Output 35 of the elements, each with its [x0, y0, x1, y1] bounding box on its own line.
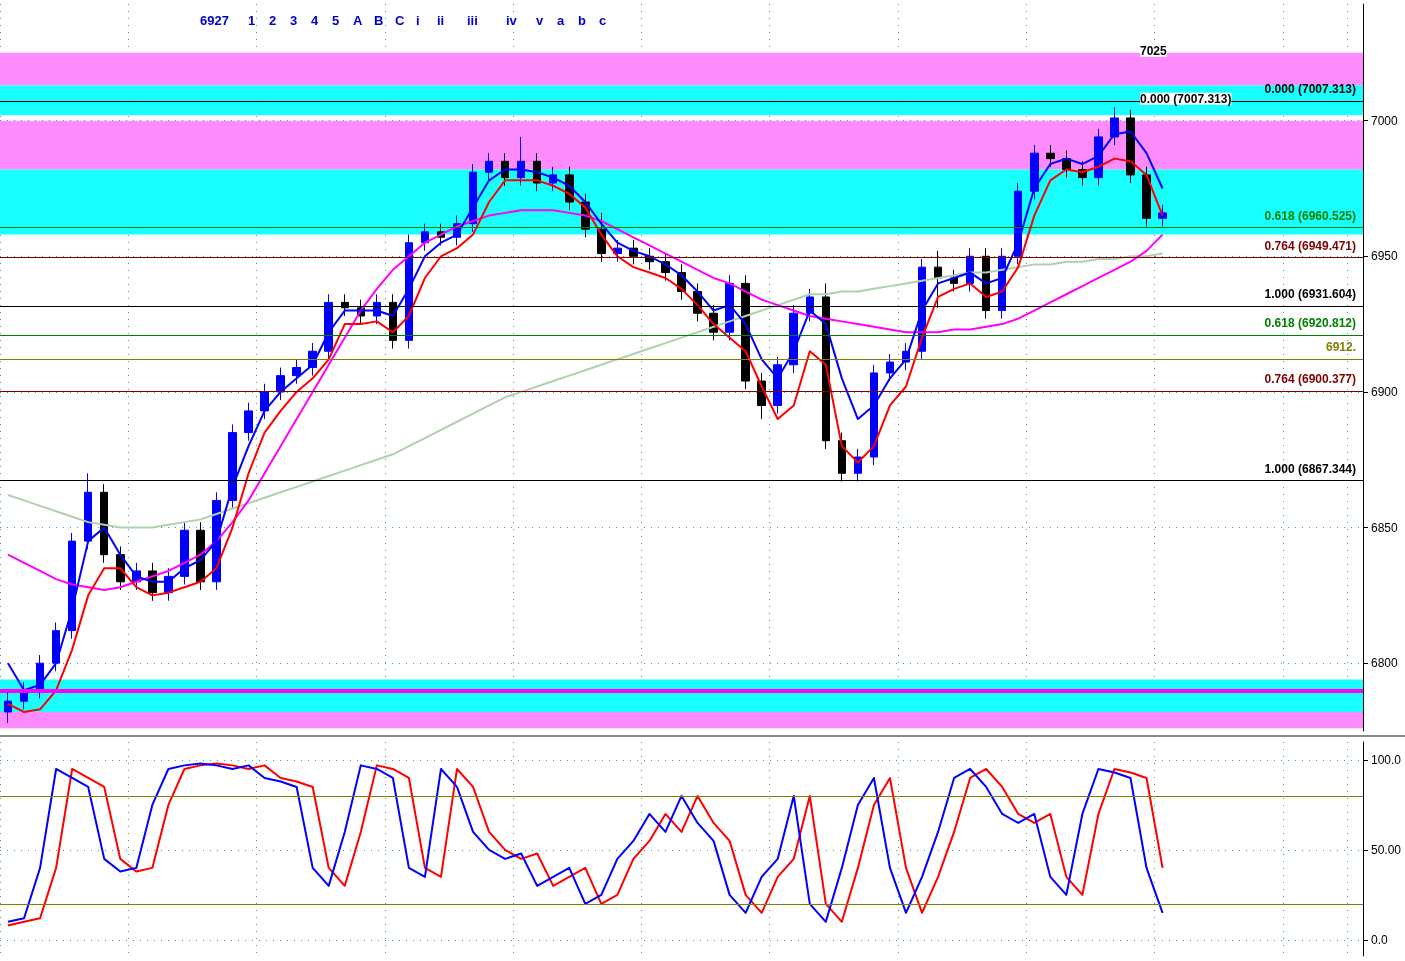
annotation: C [395, 13, 405, 28]
annotation: a [557, 13, 565, 28]
y-tick-label: 6900 [1371, 384, 1399, 399]
annotation: 2 [269, 13, 277, 28]
y-tick-label: 6800 [1371, 656, 1399, 671]
ref-line-label: 0.764 (6900.377) [1264, 371, 1356, 386]
annotation: 0.000 (7007.313) [1140, 91, 1232, 106]
ref-line-label: 6912. [1325, 340, 1356, 355]
annotation: A [353, 13, 363, 28]
annotation: c [599, 13, 607, 28]
annotation: 6927 [200, 13, 229, 28]
ref-line-label: 1.000 (6931.604) [1264, 287, 1356, 302]
ref-line-label: 0.764 (6949.471) [1264, 238, 1356, 253]
annotation: v [536, 13, 544, 28]
annotation: iii [467, 13, 478, 28]
y-tick-label: 6850 [1371, 520, 1399, 535]
ref-line-label: 1.000 (6867.344) [1264, 461, 1356, 476]
ref-line-label: 0.618 (6960.525) [1264, 208, 1356, 223]
y-tick-label: 6950 [1371, 249, 1399, 264]
annotation: B [374, 13, 384, 28]
ref-line-label: 0.618 (6920.812) [1264, 316, 1356, 331]
annotation: 1 [248, 13, 256, 28]
y-tick-label: 0.0 [1371, 932, 1389, 947]
annotation: 4 [311, 13, 319, 28]
y-tick-label: 100.0 [1371, 752, 1402, 767]
annotation: 5 [332, 13, 340, 28]
annotation: iv [506, 13, 518, 28]
annotation: ii [437, 13, 445, 28]
annotation: i [416, 13, 420, 28]
y-tick-label: 7000 [1371, 113, 1399, 128]
annotation: b [578, 13, 586, 28]
annotation: 7025 [1140, 43, 1168, 58]
y-tick-label: 50.00 [1371, 842, 1402, 857]
ref-line-label: 0.000 (7007.313) [1264, 81, 1356, 96]
annotation: 3 [290, 13, 298, 28]
